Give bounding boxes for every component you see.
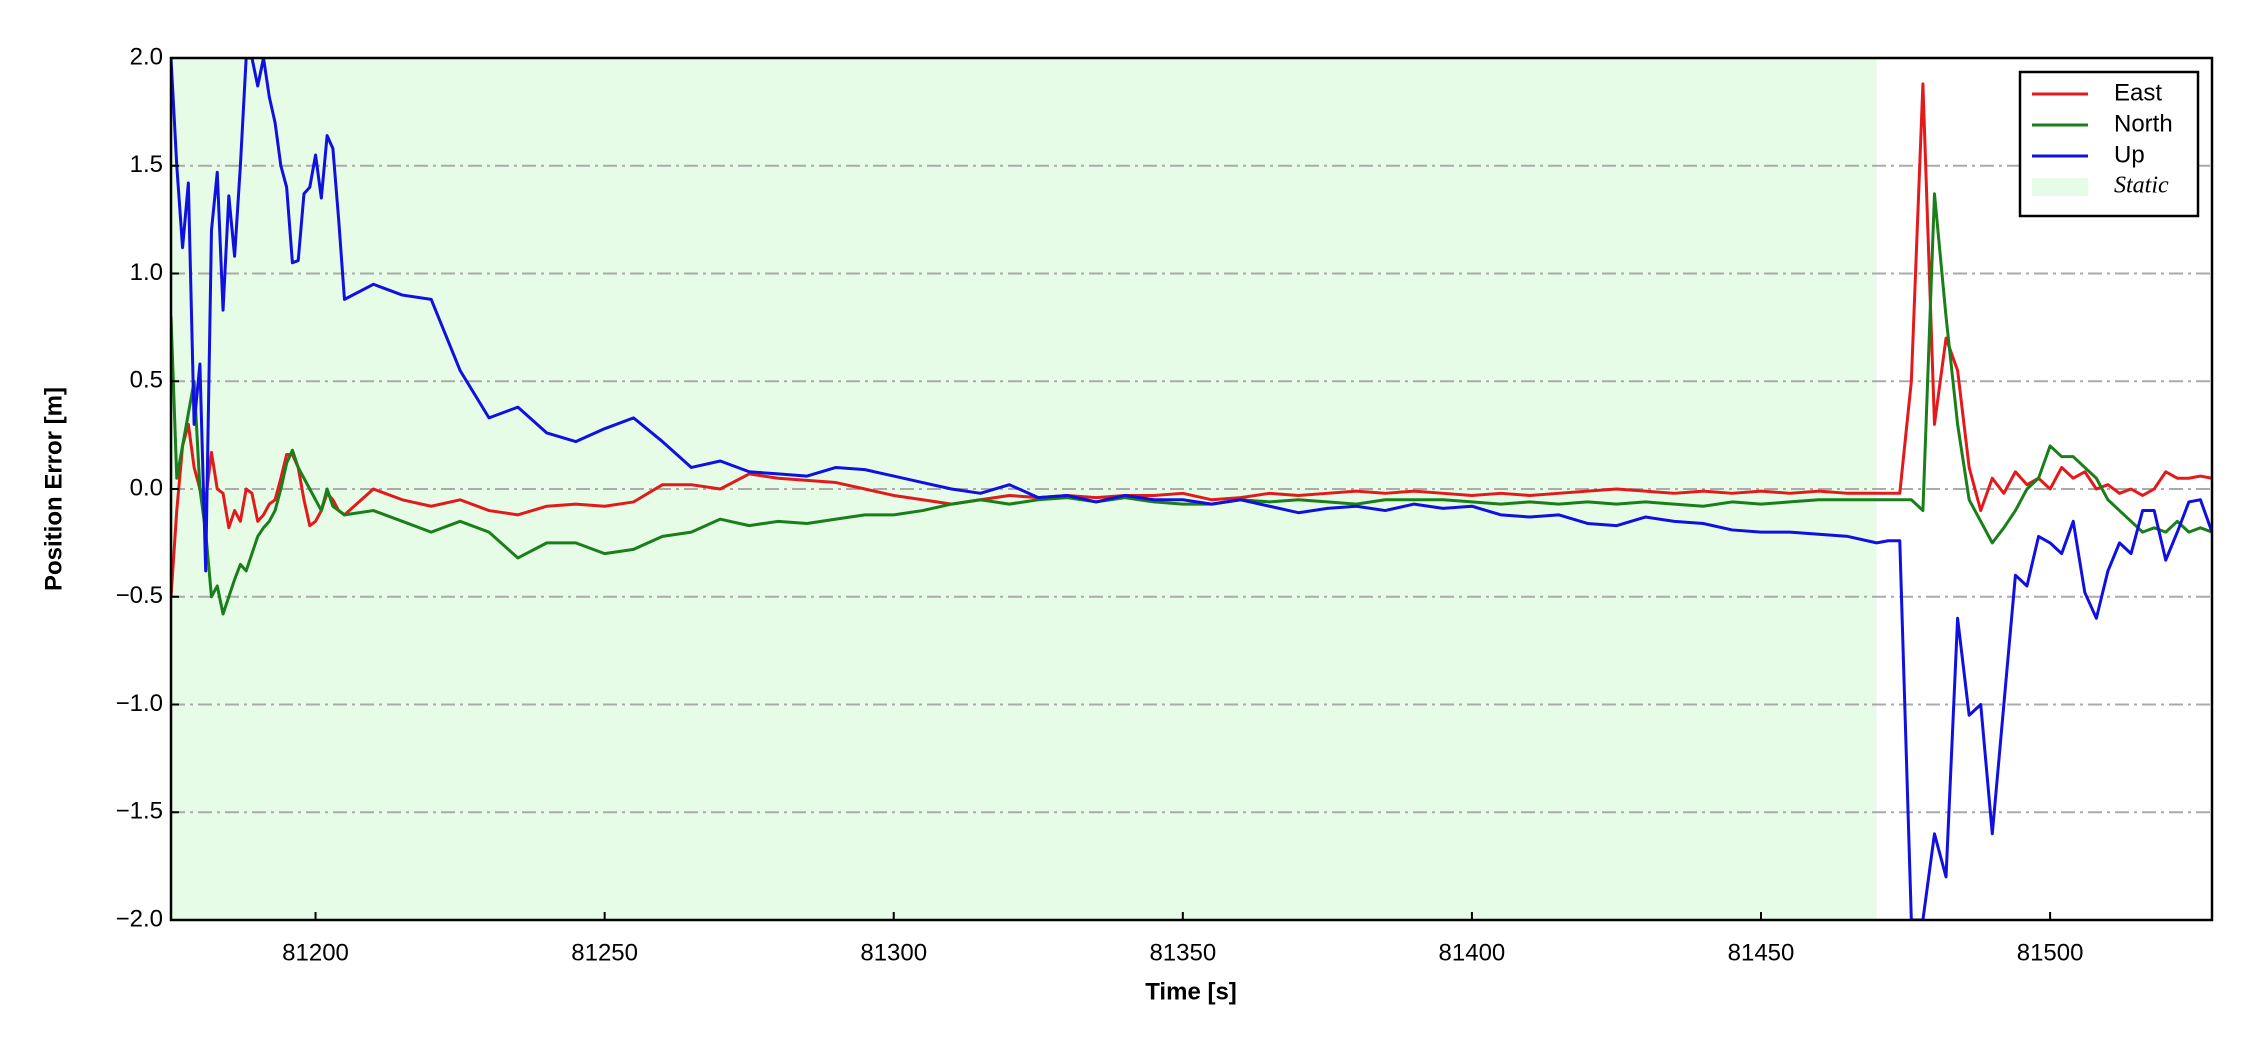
series-line [171,58,2212,920]
x-tick-label: 81400 [1439,939,1506,966]
legend-swatch [2032,178,2088,196]
y-tick-label: 1.5 [130,151,163,178]
x-tick-label: 81250 [571,939,638,966]
y-tick-label: 1.0 [130,259,163,286]
x-tick-label: 81300 [860,939,927,966]
x-tick-label: 81350 [1149,939,1216,966]
plot-background [171,57,2212,921]
series-line [171,82,2212,597]
x-tick-label: 81500 [2017,939,2084,966]
y-tick-label: 0.0 [130,474,163,501]
legend-label: Static [2114,173,2169,199]
y-tick-label: −1.0 [116,690,163,717]
y-tick-label: −1.5 [116,798,163,825]
y-tick-label: −0.5 [116,582,163,609]
y-tick-label: 2.0 [130,43,163,70]
x-tick-label: 81450 [1728,939,1795,966]
legend-label: East [2114,79,2162,106]
plot-lines [171,58,2212,920]
legend-label: Up [2114,141,2145,168]
legend-label: North [2114,110,2173,137]
static-span [171,58,1877,920]
x-tick-label: 81200 [282,939,349,966]
y-tick-label: −2.0 [116,905,163,932]
y-axis-label: Position Error [m] [40,387,67,591]
axes: −2.0 −1.5 −1.0 −0.5 0.0 0.5 1.0 1.5 2.0 81200 8125… [116,43,2084,966]
legend: East North Up Static [2032,79,2173,199]
x-axis-label: Time [s] [1145,978,1237,1005]
y-tick-label: 0.5 [130,367,163,394]
